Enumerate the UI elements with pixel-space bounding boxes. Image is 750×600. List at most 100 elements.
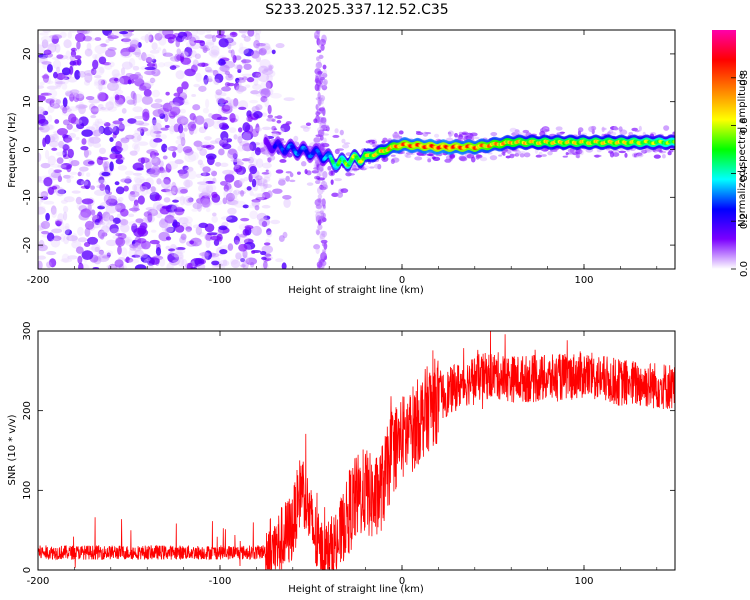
noise-blob [316, 229, 321, 236]
noise-blob [140, 35, 152, 41]
noise-blob [183, 179, 193, 188]
noise-blob [57, 213, 64, 222]
noise-blob [249, 191, 254, 196]
noise-blob [314, 30, 320, 40]
noise-blob [71, 233, 78, 243]
noise-blob [316, 197, 322, 203]
noise-blob [235, 85, 247, 92]
noise-blob [134, 129, 143, 135]
noise-blob [95, 126, 104, 135]
noise-blob [46, 232, 55, 242]
noise-blob [38, 152, 42, 163]
noise-blob [236, 79, 246, 83]
noise-blob [269, 155, 276, 161]
noise-blob [618, 150, 627, 154]
noise-blob [160, 188, 171, 193]
noise-blob [144, 70, 156, 76]
noise-blob [114, 181, 120, 186]
noise-blob [190, 50, 197, 58]
noise-blob [152, 109, 164, 117]
noise-blob [189, 36, 197, 47]
noise-blob [170, 185, 178, 196]
noise-blob [81, 129, 93, 137]
noise-blob [196, 143, 204, 151]
noise-blob [302, 127, 310, 132]
noise-blob [57, 164, 67, 169]
noise-blob [490, 131, 498, 137]
noise-blob [275, 131, 281, 135]
noise-blob [112, 120, 123, 125]
noise-blob [331, 192, 339, 198]
noise-blob [80, 30, 90, 35]
noise-blob [98, 176, 105, 184]
noise-blob [144, 66, 156, 71]
noise-blob [165, 91, 170, 96]
noise-blob [135, 218, 144, 224]
noise-blob [178, 254, 184, 260]
noise-blob [237, 145, 245, 152]
noise-blob [153, 138, 163, 143]
noise-blob [255, 127, 262, 132]
noise-blob [216, 97, 227, 104]
noise-blob [174, 196, 187, 201]
noise-blob [193, 83, 200, 88]
noise-blob [79, 101, 84, 107]
noise-blob [199, 198, 210, 208]
noise-blob [314, 160, 320, 165]
noise-blob [215, 34, 227, 39]
noise-blob [81, 212, 88, 217]
noise-blob [317, 194, 323, 199]
noise-blob [179, 195, 185, 206]
noise-blob [276, 119, 282, 124]
noise-blob [628, 132, 633, 136]
noise-blob [109, 161, 114, 172]
noise-blob [63, 196, 75, 203]
noise-blob [454, 132, 458, 138]
noise-blob [96, 211, 103, 222]
noise-blob [150, 103, 163, 109]
noise-blob [262, 179, 268, 190]
noise-blob [278, 177, 287, 181]
noise-blob [174, 206, 185, 216]
snr-plot-area [38, 331, 675, 570]
noise-blob [63, 235, 70, 245]
noise-blob [289, 172, 294, 178]
noise-blob [317, 186, 324, 195]
noise-blob [129, 74, 139, 80]
noise-blob [313, 137, 321, 143]
noise-blob [191, 208, 199, 212]
noise-blob [48, 140, 59, 148]
noise-blob [132, 65, 140, 71]
noise-blob [199, 40, 206, 47]
noise-blob [322, 69, 327, 76]
noise-blob [179, 131, 186, 141]
noise-blob [143, 259, 149, 266]
noise-blob [64, 138, 72, 143]
noise-blob [422, 131, 429, 137]
noise-blob [251, 250, 256, 254]
noise-blob [67, 106, 79, 112]
noise-blob [390, 154, 396, 157]
noise-blob [173, 216, 183, 220]
noise-blob [230, 158, 242, 163]
noise-blob [94, 189, 106, 196]
noise-blob [267, 190, 273, 198]
noise-blob [318, 99, 322, 107]
noise-blob [63, 174, 71, 179]
noise-blob [62, 205, 69, 213]
noise-blob [214, 161, 222, 167]
colorbar-tick-label: 0.8 [739, 70, 750, 86]
noise-blob [85, 95, 95, 101]
colorbar-label: Normalized spectral amplitude [737, 73, 748, 227]
noise-blob [256, 178, 268, 184]
noise-blob [520, 151, 526, 154]
noise-blob [218, 58, 226, 66]
noise-blob [242, 249, 248, 259]
noise-blob [106, 264, 115, 269]
noise-blob [475, 153, 480, 160]
noise-blob [87, 138, 95, 144]
noise-blob [69, 89, 80, 95]
noise-blob [127, 118, 137, 124]
noise-blob [339, 129, 344, 136]
noise-blob [60, 233, 66, 242]
